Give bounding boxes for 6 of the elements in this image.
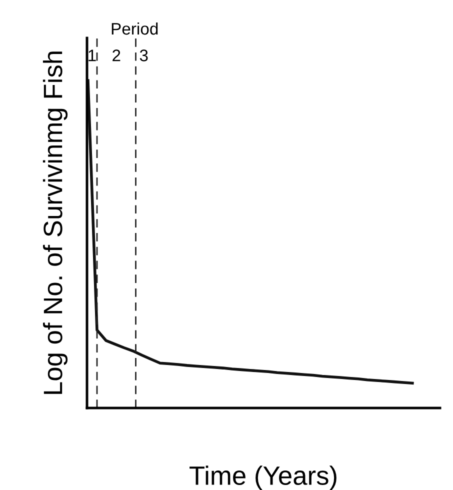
y-axis-title: Log of No. of Survivinmg Fish (42, 52, 68, 394)
text: 1 (88, 50, 96, 62)
text: Period (112, 22, 158, 35)
text: 2 (112, 50, 120, 62)
x-axis-title: Time (Years) (190, 466, 336, 490)
text: 3 (140, 50, 148, 62)
